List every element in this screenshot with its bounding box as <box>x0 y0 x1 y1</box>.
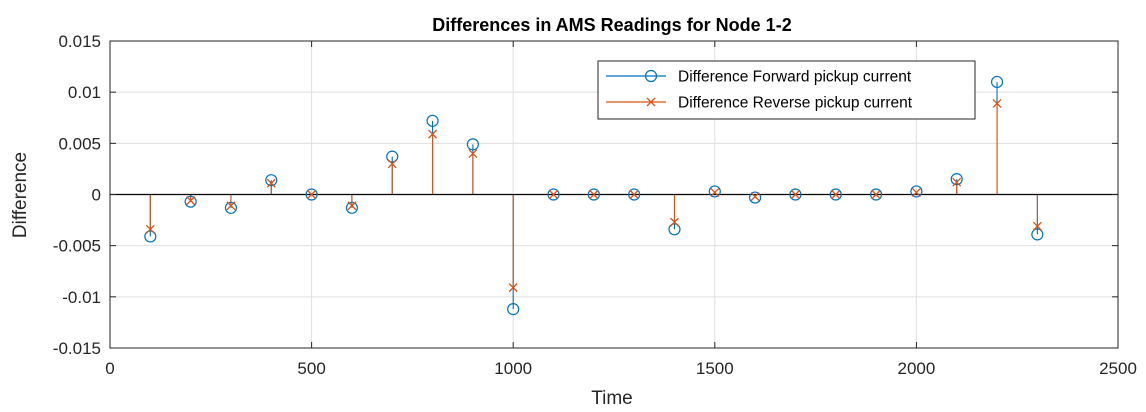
y-tick-label: -0.005 <box>53 237 101 256</box>
x-axis-label: Time <box>591 388 633 409</box>
marker-x <box>670 217 679 227</box>
marker-x <box>145 224 155 234</box>
marker-circle <box>386 150 399 163</box>
legend-label-reverse: Difference Reverse pickup current <box>678 95 913 112</box>
marker-circle <box>950 173 963 186</box>
y-tick-label: -0.01 <box>62 288 101 307</box>
x-tick-label: 1000 <box>494 359 532 378</box>
marker-x <box>992 98 1002 108</box>
marker-circle <box>869 188 883 201</box>
y-tick-label: 0.01 <box>68 83 101 102</box>
legend: Difference Forward pickup current Differ… <box>597 60 976 120</box>
marker-circle <box>507 303 520 316</box>
marker-circle <box>547 188 560 201</box>
marker-circle <box>587 188 600 201</box>
legend-label-forward: Difference Forward pickup current <box>678 69 912 86</box>
marker-circle <box>749 191 762 204</box>
y-tick-label: 0 <box>92 186 101 205</box>
marker-circle <box>265 174 278 187</box>
marker-x <box>186 196 196 206</box>
marker-x <box>266 178 276 188</box>
marker-x <box>911 187 921 197</box>
marker-x <box>750 192 760 202</box>
y-tick-label: -0.015 <box>53 339 101 358</box>
legend-box <box>597 60 976 120</box>
marker-x <box>831 190 841 199</box>
marker-x <box>629 190 639 199</box>
marker-x <box>710 187 720 197</box>
x-tick-label: 2500 <box>1099 359 1137 378</box>
marker-circle <box>708 185 721 198</box>
marker-circle <box>224 201 238 214</box>
marker-x <box>508 283 518 293</box>
marker-circle <box>184 195 197 208</box>
legend-marker-circle <box>644 69 658 83</box>
marker-x <box>952 177 962 187</box>
marker-circle <box>628 188 641 201</box>
legend-entry-reverse: Difference Reverse pickup current <box>606 95 913 112</box>
marker-x <box>549 190 558 199</box>
marker-x <box>307 190 317 199</box>
marker-x <box>347 201 357 211</box>
y-axis-label: Difference <box>10 152 31 238</box>
marker-circle <box>829 188 842 201</box>
y-tick-label: 0.015 <box>58 32 101 51</box>
marker-circle <box>345 201 359 214</box>
marker-x <box>387 159 397 169</box>
x-tick-label: 2000 <box>897 359 935 378</box>
marker-x <box>871 190 881 199</box>
marker-x <box>1032 221 1042 231</box>
y-tick-label: 0.005 <box>58 134 101 153</box>
marker-circle <box>1031 228 1044 241</box>
marker-x <box>790 190 800 199</box>
marker-x <box>589 190 599 199</box>
x-axis-ticks: 0 500 1000 1500 2000 2500 <box>105 41 1137 378</box>
x-tick-label: 0 <box>105 359 114 378</box>
marker-circle <box>305 188 318 201</box>
legend-marker-x <box>646 97 656 107</box>
marker-circle <box>789 188 802 201</box>
marker-x <box>468 149 478 159</box>
marker-circle <box>144 230 157 243</box>
marker-circle <box>668 223 681 236</box>
data-markers <box>144 75 1044 316</box>
y-axis-ticks: -0.015 -0.01 -0.005 0 0.005 0.01 0.015 <box>53 32 1118 358</box>
marker-x <box>226 201 236 211</box>
x-tick-label: 1500 <box>696 359 734 378</box>
marker-circle <box>990 75 1004 89</box>
marker-circle <box>466 138 479 151</box>
x-tick-label: 500 <box>297 359 325 378</box>
chart-title: Differences in AMS Readings for Node 1-2 <box>432 15 791 35</box>
legend-entry-forward: Difference Forward pickup current <box>606 69 912 86</box>
marker-circle <box>426 114 439 127</box>
marker-x <box>428 129 438 139</box>
marker-circle <box>910 185 923 198</box>
